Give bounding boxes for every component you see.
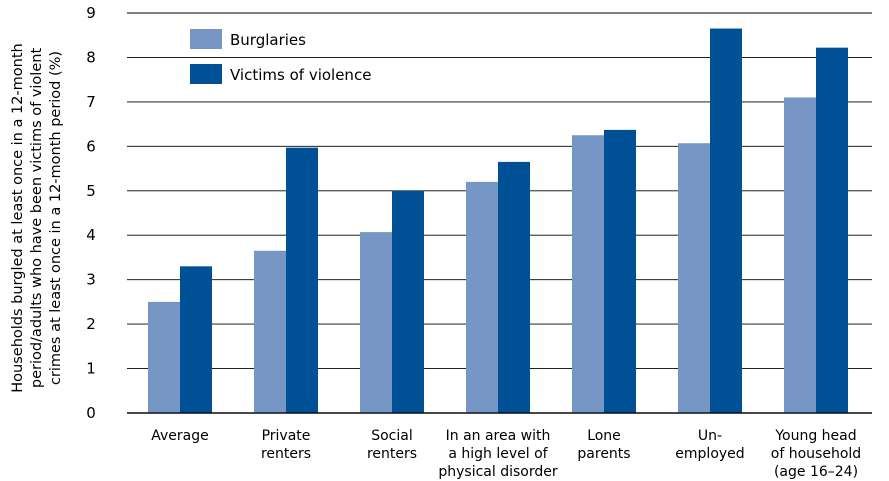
x-tick-label: Young head of household (age 16–24)	[771, 428, 861, 480]
x-tick-label: Private renters	[261, 428, 311, 462]
x-tick-label: Lone parents	[577, 428, 630, 462]
x-tick-label: Average	[151, 428, 209, 444]
bar-victims-of-violence	[392, 190, 424, 413]
y-tick-label: 4	[86, 226, 96, 244]
y-tick-label: 5	[86, 182, 96, 200]
y-axis-title-line: crimes at least once in a 12-month perio…	[48, 51, 64, 385]
x-axis-labels: Average Private renters Social renters In an …	[151, 428, 861, 480]
legend-swatch	[190, 29, 222, 49]
y-tick-label: 3	[86, 271, 96, 289]
bar-victims-of-violence	[604, 129, 636, 413]
bar-burglaries	[148, 301, 180, 413]
x-tick-label: In an area with a high level of physical d…	[438, 428, 557, 480]
legend: Burglaries Victims of violence	[190, 29, 371, 84]
y-tick-label: 6	[86, 137, 96, 155]
bar-burglaries	[254, 250, 286, 413]
y-axis-title: Households burgled at least once in a 12…	[10, 43, 64, 392]
bar-victims-of-violence	[816, 47, 848, 414]
legend-label: Victims of violence	[230, 66, 371, 84]
bar-victims-of-violence	[286, 147, 318, 413]
bar-victims-of-violence	[710, 28, 742, 414]
y-tick-label: 2	[86, 315, 96, 333]
bar-victims-of-violence	[498, 161, 530, 413]
bar-burglaries	[784, 97, 816, 413]
x-tick-label: Social renters	[367, 428, 417, 462]
y-tick-label: 7	[86, 93, 96, 111]
y-tick-label: 8	[86, 48, 96, 66]
y-tick-label: 1	[86, 360, 96, 378]
bars	[127, 28, 872, 414]
x-tick-label: Un-employed	[675, 428, 744, 462]
y-tick-label: 0	[86, 404, 96, 422]
legend-label: Burglaries	[230, 31, 306, 49]
bar-burglaries	[466, 181, 498, 413]
bar-burglaries	[678, 143, 710, 413]
bar-victims-of-violence	[180, 266, 212, 413]
y-tick-label: 9	[86, 4, 96, 22]
bar-burglaries	[572, 135, 604, 413]
bar-burglaries	[360, 232, 392, 413]
y-axis-title-line: period/adults who have been victims of v…	[29, 48, 45, 389]
y-axis-ticks: 0 1 2 3 4 5 6 7 8 9	[86, 4, 96, 422]
y-axis-title-line: Households burgled at least once in a 12…	[10, 43, 26, 392]
legend-swatch	[190, 64, 222, 84]
